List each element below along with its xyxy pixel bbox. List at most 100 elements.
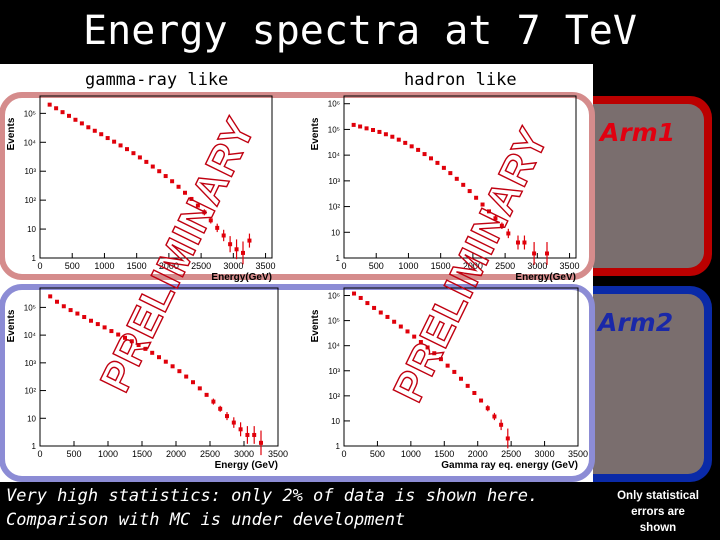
arm1-hadron-data-point — [499, 223, 504, 228]
arm1-hadron-x-tick-label: 0 — [341, 261, 346, 271]
arm1-gamma-data-point — [170, 179, 175, 184]
arm1-gamma-data-point — [241, 250, 245, 255]
arm2-hadron-data-point — [432, 351, 437, 356]
arm2-gamma-data-point — [116, 332, 121, 337]
arm1-gamma-data-point — [163, 174, 168, 179]
arm1-hadron-y-tick-label: 10⁶ — [328, 100, 340, 109]
arm2-gamma-data-point — [129, 339, 134, 344]
arm1-gamma-data-point — [202, 210, 207, 215]
side-note-line2: errors are — [631, 506, 685, 518]
arm2-gamma-x-tick-label: 3500 — [268, 449, 288, 459]
arm1-hadron-data-point — [532, 251, 537, 256]
arm1-gamma-y-tick-label: 1 — [32, 254, 37, 263]
arm1-hadron-data-point — [396, 137, 401, 142]
arm1-hadron-data-point — [416, 147, 421, 152]
arm2-gamma-data-point — [123, 335, 127, 340]
arm1-gamma-x-tick-label: 1000 — [94, 261, 114, 271]
arm2-gamma-y-tick-label: 10⁵ — [24, 303, 36, 312]
arm2-hadron-data-point — [378, 310, 383, 315]
arm2-hadron-x-tick-label: 0 — [341, 449, 346, 459]
arm1-gamma-x-tick-label: 2500 — [191, 261, 211, 271]
arm2-hadron-data-point — [459, 376, 463, 381]
arm1-hadron-data-point — [467, 189, 472, 194]
arm2-gamma-data-point — [252, 432, 257, 437]
arm2-gamma-y-tick-label: 10³ — [24, 359, 36, 368]
arm1-gamma-data-point — [99, 132, 104, 137]
arm1-hadron-data-point — [351, 122, 356, 127]
arm1-hadron-data-point — [377, 129, 382, 134]
arm2-hadron-y-tick-label: 10 — [331, 417, 340, 426]
arm1-hadron-data-point — [506, 231, 511, 236]
arm2-gamma-data-point — [204, 392, 209, 397]
arm2-hadron-data-point — [438, 357, 443, 362]
arm2-hadron-data-point — [452, 369, 457, 374]
arm1-hadron-x-tick-label: 3000 — [527, 261, 547, 271]
arm1-gamma-data-point — [86, 125, 91, 130]
arm2-hadron-data-point — [418, 340, 423, 345]
arm1-hadron-x-tick-label: 500 — [369, 261, 384, 271]
arm2-gamma-data-point — [197, 386, 202, 391]
arm1-gamma-data-point — [215, 225, 220, 230]
arm1-hadron-x-tick-label: 2000 — [463, 261, 483, 271]
arm2-hadron-data-point — [425, 345, 430, 350]
arm2-gamma-data-point — [191, 380, 195, 385]
arm2-gamma-data-point — [102, 325, 107, 330]
arm2-gamma-data-point — [82, 315, 87, 320]
arm1-gamma-x-tick-label: 500 — [65, 261, 80, 271]
arm1-gamma-data-point — [144, 159, 149, 164]
arm2-gamma-y-tick-label: 10⁴ — [24, 331, 37, 340]
arm2-gamma-data-point — [55, 299, 59, 304]
arm2-hadron-x-tick-label: 3500 — [568, 449, 588, 459]
arm2-hadron-data-point — [372, 305, 377, 310]
arm2-hadron-y-tick-label: 1 — [336, 442, 341, 451]
arm2-hadron-data-point — [472, 390, 477, 395]
arm2-gamma-data-point — [89, 318, 93, 323]
arm2-hadron-data-point — [405, 329, 410, 334]
arm2-gamma-y-axis-label: Events — [6, 309, 17, 342]
arm2-frame — [0, 284, 595, 482]
arm2-gamma-data-point — [245, 432, 250, 437]
preliminary-watermark-left: PRELIMINARY — [91, 110, 264, 399]
arm2-hadron-data-point — [485, 406, 490, 411]
arm2-gamma-axes-frame — [39, 287, 279, 447]
arm2-gamma-data-point — [177, 369, 182, 374]
arm2-gamma-x-tick-label: 1500 — [132, 449, 152, 459]
arm1-gamma-data-point — [208, 218, 213, 223]
arm2-gamma-data-point — [68, 308, 73, 313]
arm1-hadron-data-point — [480, 202, 485, 207]
arm1-gamma-data-point — [137, 155, 142, 160]
arm1-gamma-axes-frame — [39, 95, 273, 259]
arm2-gamma-data-point — [61, 304, 66, 309]
arm2-gamma-data-point — [109, 329, 114, 334]
bottom-note-line1: Very high statistics: only 2% of data is… — [6, 486, 539, 506]
arm1-hadron-data-point — [358, 124, 363, 129]
arm2-gamma-y-tick-label: 10² — [24, 387, 36, 396]
arm2-hadron-data-point — [365, 301, 370, 306]
arm2-gamma-data-point — [231, 420, 236, 425]
arm1-hadron-data-point — [441, 165, 446, 170]
arm2-gamma-x-tick-label: 3000 — [234, 449, 254, 459]
arm1-gamma-x-tick-label: 3500 — [256, 261, 276, 271]
bottom-note-line2: Comparison with MC is under development — [6, 510, 406, 530]
arm2-gamma-data-point — [225, 414, 229, 419]
arm2-gamma-y-tick-label: 10 — [27, 414, 36, 423]
arm1-hadron-y-tick-label: 10 — [331, 228, 340, 237]
arm2-hadron-y-axis-label: Events — [310, 309, 321, 342]
arm1-hadron-data-point — [403, 140, 408, 145]
arm1-gamma-data-point — [73, 117, 78, 122]
side-note-line3: shown — [639, 522, 677, 534]
arm1-hadron-data-point — [364, 126, 369, 131]
arm1-gamma-y-axis-label: Events — [6, 117, 17, 150]
arm2-hadron-x-tick-label: 1500 — [434, 449, 454, 459]
arm2-gamma-x-tick-label: 1000 — [98, 449, 118, 459]
arm2-hadron-x-tick-label: 1000 — [401, 449, 421, 459]
arm1-hadron-y-tick-label: 10² — [328, 203, 340, 212]
arm2-gamma-x-tick-label: 2000 — [166, 449, 186, 459]
arm1-label: Arm1 — [600, 118, 676, 147]
arm1-hadron-data-point — [383, 132, 388, 137]
arm1-hadron-data-point — [422, 152, 427, 157]
arm1-hadron-data-point — [545, 251, 549, 256]
arm1-gamma-y-tick-label: 10⁵ — [24, 109, 36, 118]
arm1-gamma-x-tick-label: 3000 — [223, 261, 243, 271]
arm2-gamma-data-point — [136, 343, 141, 348]
